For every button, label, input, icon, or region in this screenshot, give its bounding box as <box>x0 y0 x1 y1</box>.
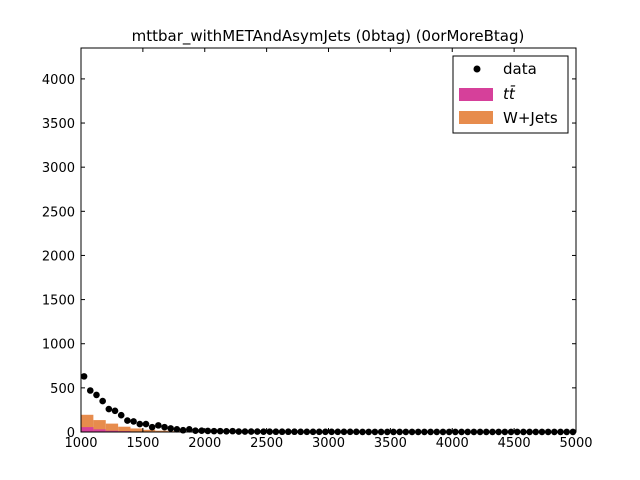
data-point <box>111 407 119 415</box>
x-tick-label: 2000 <box>188 436 221 451</box>
y-tick-label: 3500 <box>42 117 75 132</box>
data-point <box>192 427 199 434</box>
histogram-bars <box>81 414 205 432</box>
data-point <box>179 426 187 434</box>
data-point <box>167 425 175 432</box>
y-tick-label: 0 <box>67 426 75 441</box>
wjets-bar <box>93 420 106 432</box>
x-tick-label: 1500 <box>126 436 159 451</box>
wjets-bar <box>118 426 131 432</box>
x-tick-label: 1000 <box>64 436 97 451</box>
x-tick-label: 3500 <box>374 436 407 451</box>
y-tick-label: 3000 <box>42 161 75 176</box>
data-point <box>124 417 131 424</box>
legend-label-data: data <box>503 60 537 78</box>
data-point <box>185 426 193 433</box>
wjets-bar <box>130 428 143 432</box>
x-tick-label: 4000 <box>436 436 469 451</box>
wjets-bar <box>142 429 156 432</box>
data-point <box>93 391 100 399</box>
legend-label-wjets: W+Jets <box>503 109 558 127</box>
legend-wjets-swatch <box>459 111 493 124</box>
ttbar-bar <box>93 429 106 432</box>
x-tick-label: 3000 <box>312 436 345 451</box>
y-axis: 0 500 1000 1500 2000 2500 3000 3500 4000 <box>42 73 576 441</box>
legend-data-marker <box>473 65 481 73</box>
data-point <box>80 373 88 380</box>
wjets-bar <box>155 430 168 432</box>
y-tick-label: 2000 <box>42 249 75 264</box>
data-point <box>198 427 205 434</box>
data-point <box>216 427 224 435</box>
x-tick-label: 5000 <box>559 436 592 451</box>
x-axis: 1000 1500 2000 2500 3000 3500 4000 4500 5000 <box>64 48 593 451</box>
legend: data tt̄ W+Jets <box>452 55 569 134</box>
data-point <box>155 422 162 429</box>
data-point <box>105 405 113 413</box>
data-point <box>161 423 168 431</box>
chart-title: mttbar_withMETAndAsymJets (0btag) (0orMo… <box>132 27 525 46</box>
data-point <box>86 387 94 394</box>
data-point <box>117 411 125 419</box>
x-tick-label: 2500 <box>250 436 283 451</box>
data-point <box>142 420 150 428</box>
data-points <box>80 373 577 436</box>
y-tick-label: 4000 <box>42 73 75 88</box>
data-point <box>148 423 156 431</box>
data-point <box>99 397 106 405</box>
y-tick-label: 2500 <box>42 205 75 220</box>
y-tick-label: 1000 <box>42 338 75 353</box>
legend-ttbar-swatch <box>459 88 493 101</box>
x-tick-label: 4500 <box>498 436 531 451</box>
data-point <box>210 427 218 435</box>
data-point <box>204 427 212 435</box>
ttbar-bar <box>81 427 94 432</box>
legend-label-ttbar: tt̄ <box>503 84 516 103</box>
data-point <box>136 420 144 428</box>
data-point <box>130 418 137 425</box>
y-tick-label: 500 <box>50 382 75 397</box>
y-tick-label: 1500 <box>42 294 75 309</box>
data-point <box>173 426 181 433</box>
data-point <box>223 427 230 435</box>
data-point <box>229 427 236 435</box>
wjets-bar <box>105 423 119 432</box>
ttbar-bar <box>105 430 119 432</box>
